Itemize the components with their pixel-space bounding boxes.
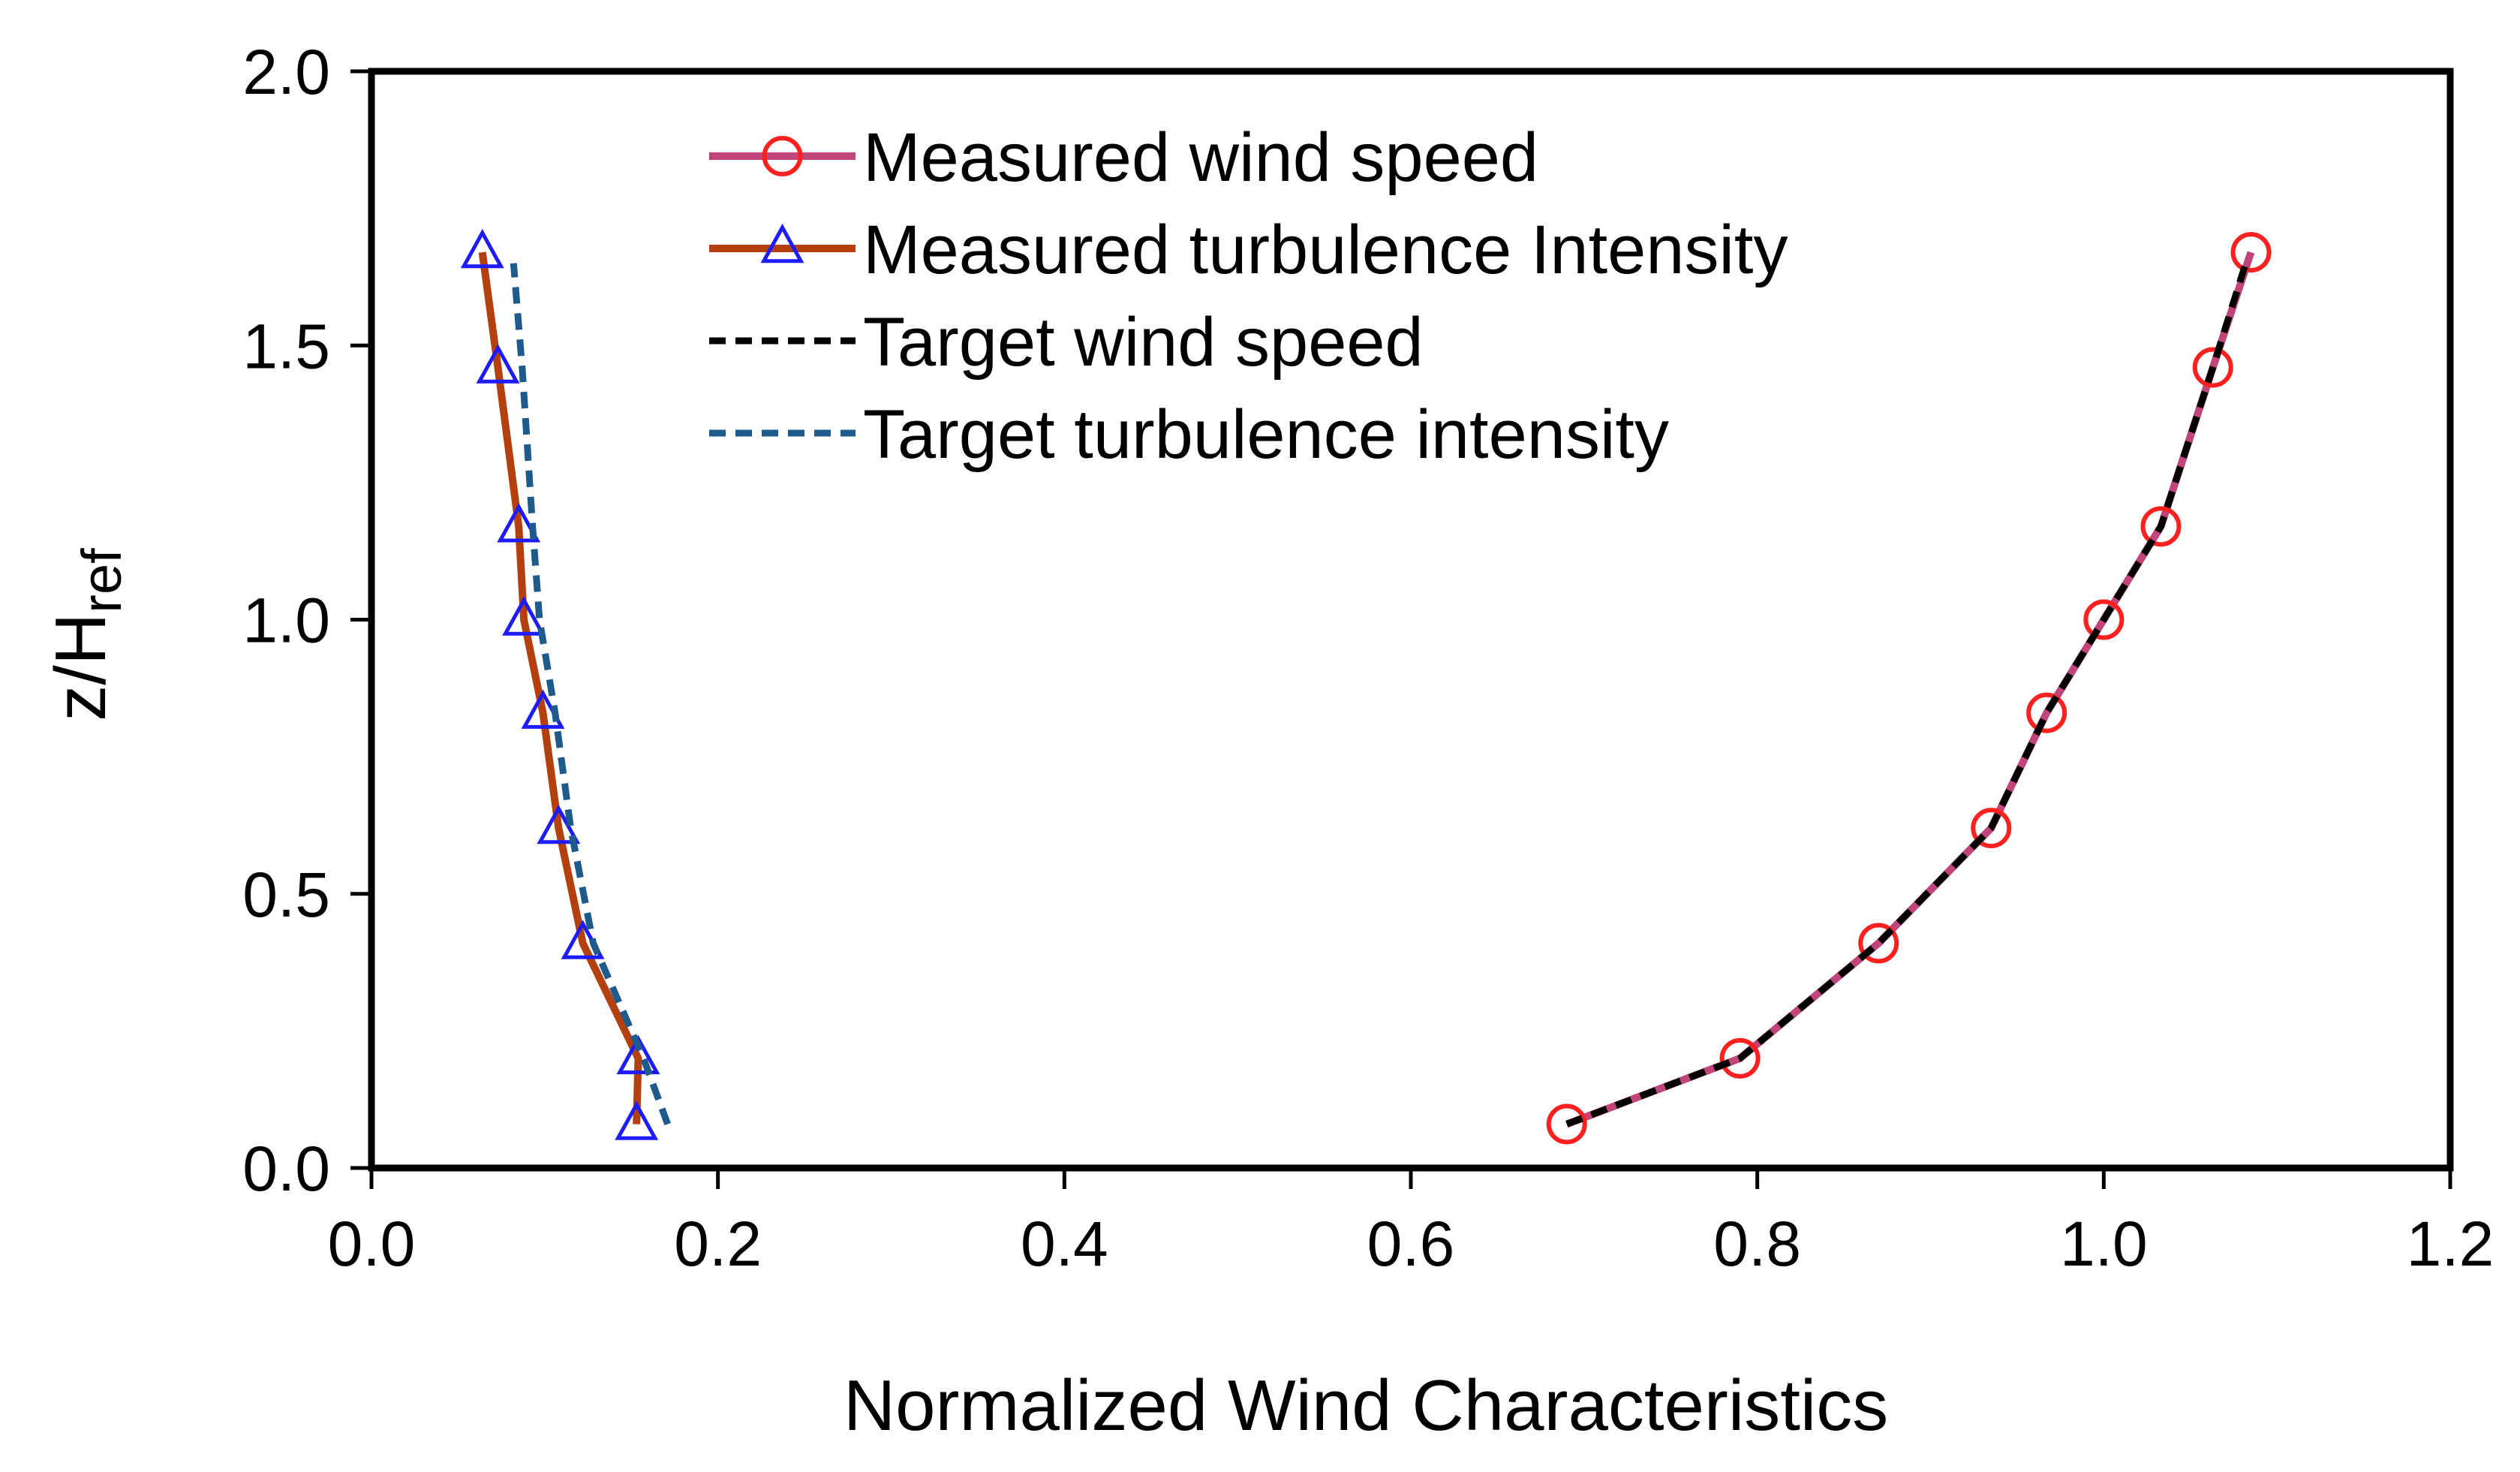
x-axis: 0.0 0.2 0.4 0.6 0.8 1.0 1.2	[328, 1168, 2494, 1279]
x-tick-label: 0.4	[1021, 1209, 1108, 1279]
x-tick-label: 0.6	[1367, 1209, 1455, 1279]
data-point	[502, 596, 546, 636]
series-line-target-wind-speed	[1565, 257, 2251, 1127]
x-tick-label: 0.0	[328, 1209, 416, 1279]
y-axis: 0.0 0.5 1.0 1.5 2.0	[242, 37, 371, 1204]
legend-label: Target turbulence intensity	[863, 396, 1669, 473]
data-point	[2026, 692, 2067, 733]
series-target-turbulence-intensity	[510, 263, 671, 1126]
legend-marker	[762, 136, 803, 176]
y-tick-label: 1.0	[242, 585, 330, 656]
data-point	[1858, 923, 1899, 964]
y-axis-title-base: z/H	[41, 613, 121, 721]
data-point	[615, 1100, 659, 1140]
legend-label: Measured wind speed	[863, 119, 1538, 196]
data-point	[476, 344, 520, 384]
legend: Measured wind speed Measured turbulence I…	[709, 119, 1788, 473]
data-point	[2192, 347, 2233, 388]
legend-label: Measured turbulence Intensity	[863, 212, 1788, 288]
legend-item-measured-turbulence-intensity: Measured turbulence Intensity	[709, 212, 1788, 288]
y-tick-label: 0.5	[242, 859, 330, 930]
data-point	[2230, 232, 2272, 273]
data-point	[497, 503, 541, 543]
x-axis-title: Normalized Wind Characteristics	[844, 1365, 1888, 1446]
x-tick-label: 1.0	[2060, 1209, 2148, 1279]
y-axis-title: z/Href	[41, 548, 133, 721]
x-tick-label: 0.8	[1713, 1209, 1801, 1279]
y-axis-title-subscript: ref	[71, 548, 133, 613]
series-line-measured-turbulence-intensity	[478, 251, 642, 1124]
series-layer	[460, 228, 2272, 1145]
data-point	[2140, 506, 2182, 547]
data-point	[1971, 808, 2012, 849]
y-tick-label: 1.5	[242, 311, 330, 381]
data-point	[616, 1034, 660, 1075]
legend-label: Target wind speed	[863, 304, 1424, 381]
y-tick-label: 0.0	[242, 1133, 330, 1204]
y-tick-label: 2.0	[242, 37, 330, 107]
legend-item-target-turbulence-intensity: Target turbulence intensity	[709, 396, 1669, 473]
series-target-wind-speed	[1565, 257, 2251, 1127]
data-point	[1546, 1103, 1587, 1145]
data-point	[1719, 1037, 1761, 1079]
legend-item-target-wind-speed: Target wind speed	[709, 304, 1424, 381]
x-tick-label: 1.2	[2407, 1209, 2494, 1279]
x-tick-label: 0.2	[674, 1209, 762, 1279]
series-line-target-turbulence-intensity	[510, 263, 671, 1126]
data-point	[460, 228, 504, 269]
data-point	[2083, 599, 2125, 640]
legend-item-measured-wind-speed: Measured wind speed	[709, 119, 1538, 196]
legend-marker	[760, 223, 804, 263]
